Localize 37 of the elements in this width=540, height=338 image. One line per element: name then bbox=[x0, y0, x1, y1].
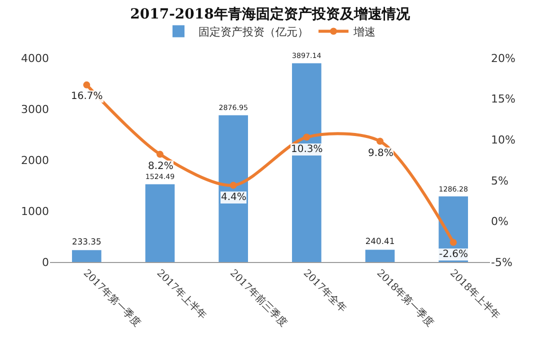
y2-tick-label: 0% bbox=[491, 215, 508, 228]
point bbox=[450, 238, 457, 246]
bar bbox=[218, 115, 248, 262]
bar bbox=[365, 250, 395, 262]
point bbox=[230, 182, 237, 189]
y-tick-label: 3000 bbox=[21, 102, 49, 116]
chart-title: 2017-2018年青海固定资产投资及增速情况 bbox=[130, 5, 411, 22]
data-label: -2.6% bbox=[439, 249, 468, 260]
point bbox=[376, 138, 384, 145]
data-label: 2876.95 bbox=[218, 103, 248, 112]
y-tick-label: 2000 bbox=[21, 154, 49, 167]
bar bbox=[72, 250, 102, 262]
y-tick-label: 1000 bbox=[21, 204, 49, 218]
data-label: 10.3% bbox=[291, 144, 323, 155]
data-label: 240.41 bbox=[365, 236, 395, 246]
data-label: 1286.28 bbox=[438, 184, 468, 194]
y-tick-label: 0 bbox=[42, 256, 49, 269]
data-label: 233.35 bbox=[72, 236, 102, 247]
legend-label: 增速 bbox=[352, 26, 376, 39]
point bbox=[156, 150, 164, 158]
y2-tick-label: 20% bbox=[491, 52, 516, 65]
point bbox=[83, 81, 90, 88]
y2-tick-label: 15% bbox=[491, 92, 516, 106]
data-label: 1524.49 bbox=[145, 172, 175, 182]
data-label: 4.4% bbox=[221, 192, 246, 203]
point bbox=[303, 134, 310, 141]
y2-tick-label: 10% bbox=[491, 133, 516, 146]
y-tick-label: 4000 bbox=[21, 52, 49, 65]
y2-tick-label: 5% bbox=[491, 174, 508, 188]
y2-tick-label: -5% bbox=[491, 256, 512, 269]
bar bbox=[145, 184, 175, 262]
data-label: 8.2% bbox=[148, 161, 174, 172]
legend-label: 固定资产投资（亿元） bbox=[198, 26, 308, 39]
data-label: 16.7% bbox=[71, 91, 103, 102]
data-label: 3897.14 bbox=[292, 51, 322, 60]
data-label: 9.8% bbox=[368, 148, 394, 159]
bar bbox=[292, 63, 322, 262]
